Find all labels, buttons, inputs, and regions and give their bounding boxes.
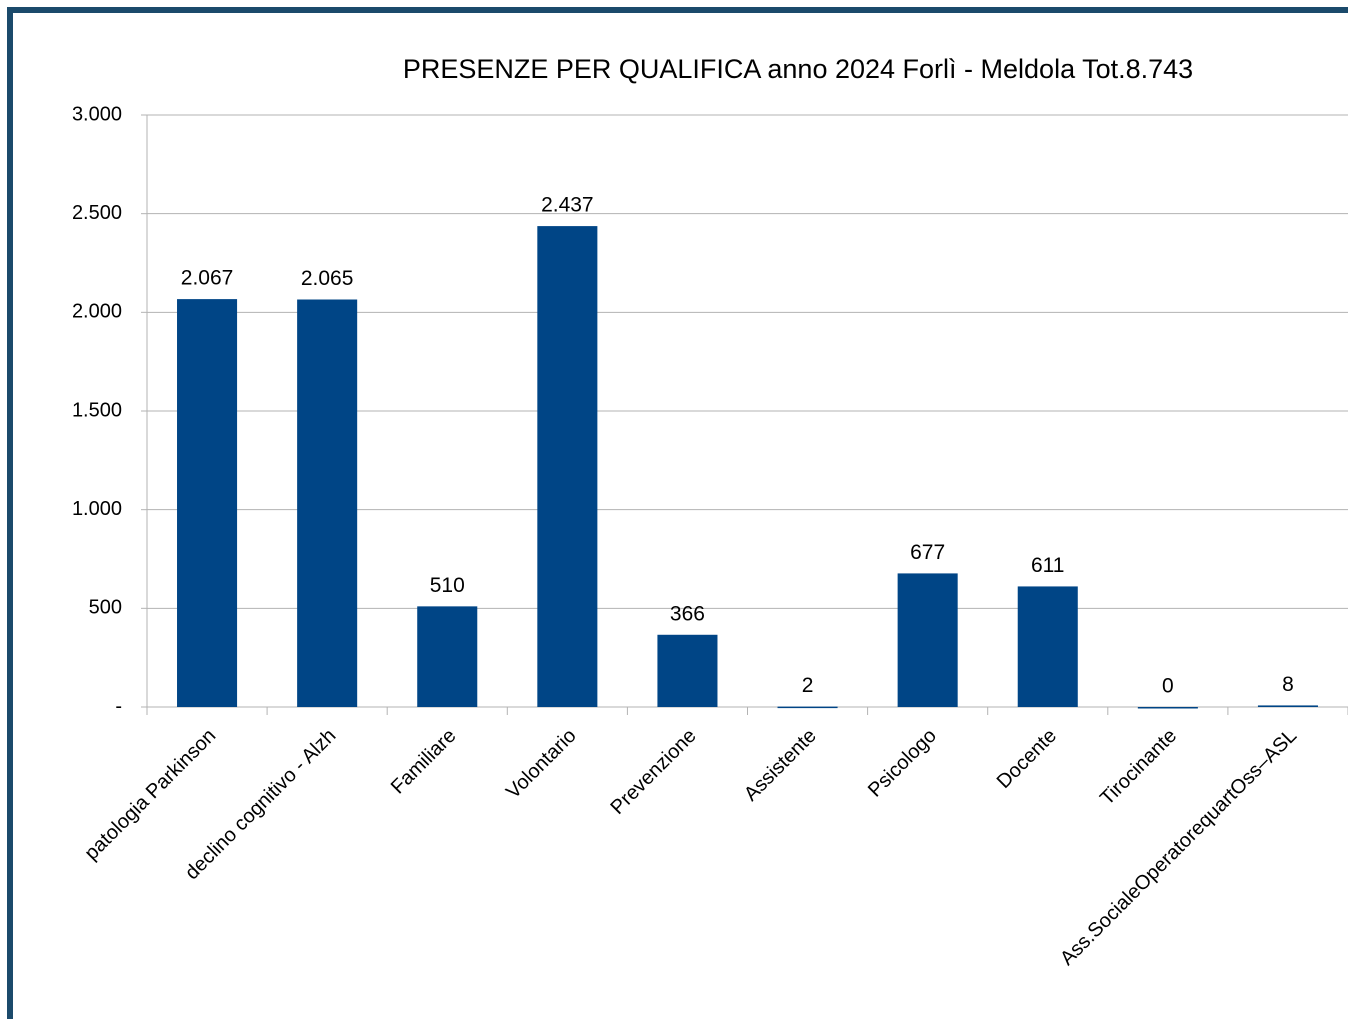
value-label: 510: [430, 574, 465, 597]
x-tick-label: Prevenzione: [607, 725, 701, 819]
bar: [1257, 705, 1318, 707]
y-tick-label: 2.500: [72, 202, 122, 224]
bar: [537, 226, 598, 707]
bar: [177, 299, 238, 707]
value-label: 677: [910, 541, 945, 564]
y-tick-label: 1.000: [72, 498, 122, 520]
x-tick-label: Familiare: [387, 725, 461, 799]
value-label: 2.437: [541, 194, 594, 217]
value-label: 0: [1162, 675, 1174, 698]
y-tick-label: 500: [89, 597, 122, 619]
value-label: 8: [1282, 673, 1294, 696]
value-label: 2.065: [301, 267, 354, 290]
x-tick-label: Docente: [993, 725, 1061, 793]
bar: [1017, 586, 1078, 707]
value-label: 2: [802, 674, 814, 697]
y-tick-label: 3.000: [72, 103, 122, 125]
chart-title: PRESENZE PER QUALIFICA anno 2024 Forlì -…: [403, 54, 1193, 84]
x-tick-label: Ass.SocialeOperatorequartOss–ASL: [1056, 725, 1301, 970]
bar: [417, 606, 478, 707]
bar: [777, 706, 838, 709]
bar: [1137, 707, 1198, 709]
value-label: 611: [1031, 554, 1064, 577]
x-tick-label: Tirocinante: [1096, 725, 1181, 810]
y-tick-label: 2.000: [72, 301, 122, 323]
chart-frame: [7, 7, 1348, 1019]
bar: [657, 634, 718, 707]
y-tick-label: -: [115, 695, 122, 717]
x-tick-label: Psicologo: [864, 725, 941, 802]
bar: [297, 299, 358, 707]
x-tick-label: Assistente: [740, 725, 821, 806]
x-tick-label: Volontario: [502, 725, 580, 803]
value-label: 366: [670, 602, 705, 625]
x-tick-label: patologia Parkinson: [81, 725, 221, 865]
bar: [897, 573, 958, 707]
value-label: 2.067: [181, 267, 234, 290]
y-tick-label: 1.500: [72, 399, 122, 421]
